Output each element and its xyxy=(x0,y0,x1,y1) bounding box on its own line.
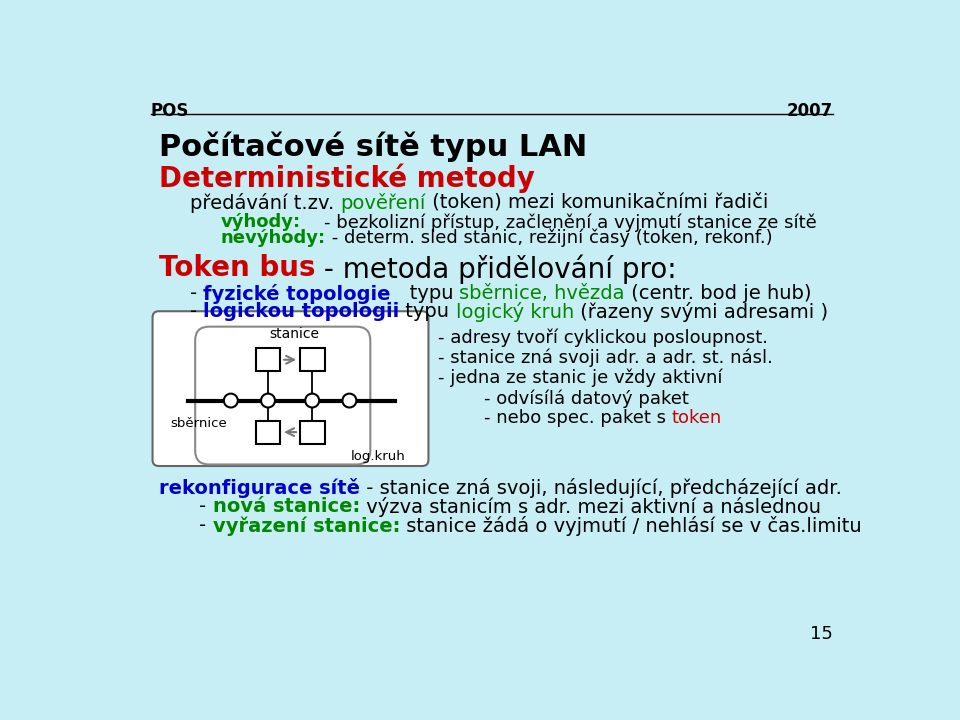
FancyBboxPatch shape xyxy=(300,420,324,444)
Text: log.kruh: log.kruh xyxy=(351,450,406,463)
Text: - stanice zná svoji, následující, předcházející adr.: - stanice zná svoji, následující, předch… xyxy=(360,477,842,498)
Text: -: - xyxy=(190,302,204,321)
Circle shape xyxy=(343,394,356,408)
Text: 3: 3 xyxy=(262,351,274,369)
FancyBboxPatch shape xyxy=(255,348,280,372)
Text: 15: 15 xyxy=(810,626,833,644)
Circle shape xyxy=(261,394,275,408)
Text: 1: 1 xyxy=(306,423,318,441)
Text: POS: POS xyxy=(151,102,189,120)
Circle shape xyxy=(305,394,319,408)
Text: 4: 4 xyxy=(306,351,318,369)
Text: typu: typu xyxy=(391,284,460,303)
Text: pověření: pověření xyxy=(340,193,425,212)
Text: - odvísílá datový paket: - odvísílá datový paket xyxy=(438,389,688,408)
Text: výzva stanicím s adr. mezi aktivní a následnou: výzva stanicím s adr. mezi aktivní a nás… xyxy=(360,497,821,517)
Text: (centr. bod je hub): (centr. bod je hub) xyxy=(625,284,811,303)
Text: -: - xyxy=(175,497,212,516)
Text: - adresy tvoří cyklickou posloupnost.: - adresy tvoří cyklickou posloupnost. xyxy=(438,329,768,348)
Text: nová stanice:: nová stanice: xyxy=(212,497,360,516)
Text: výhody:: výhody: xyxy=(221,213,300,231)
Text: Token bus: Token bus xyxy=(158,254,315,282)
Text: -: - xyxy=(190,284,204,303)
Text: sběrnice, hvězda: sběrnice, hvězda xyxy=(460,284,625,303)
Text: fyzické topologie: fyzické topologie xyxy=(204,284,391,305)
Text: Počítačové sítě typu LAN: Počítačové sítě typu LAN xyxy=(158,131,587,161)
Text: - determ. sled stanic, režijní časy (token, rekonf.): - determ. sled stanic, režijní časy (tok… xyxy=(325,229,773,248)
Text: nevýhody:: nevýhody: xyxy=(221,229,325,247)
Text: vyřazení stanice:: vyřazení stanice: xyxy=(212,516,400,536)
Text: - bezkolizní přístup, začlenění a vyjmutí stanice ze sítě: - bezkolizní přístup, začlenění a vyjmut… xyxy=(300,213,817,232)
Text: logickou topologii: logickou topologii xyxy=(204,302,399,321)
Text: Deterministické metody: Deterministické metody xyxy=(158,163,535,193)
Text: - jedna ze stanic je vždy aktivní: - jedna ze stanic je vždy aktivní xyxy=(438,369,722,387)
Text: (řazeny svými adresami ): (řazeny svými adresami ) xyxy=(574,302,828,322)
Text: sběrnice: sběrnice xyxy=(170,418,228,431)
FancyBboxPatch shape xyxy=(300,348,324,372)
Text: logický kruh: logický kruh xyxy=(456,302,574,322)
Text: - metoda přidělování pro:: - metoda přidělování pro: xyxy=(315,254,677,284)
FancyBboxPatch shape xyxy=(255,420,280,444)
Text: 2: 2 xyxy=(262,423,274,441)
Text: token: token xyxy=(671,409,722,427)
Text: - stanice zná svoji adr. a adr. st. násl.: - stanice zná svoji adr. a adr. st. násl… xyxy=(438,349,773,367)
Text: rekonfigurace sítě: rekonfigurace sítě xyxy=(158,477,360,498)
Text: (token) mezi komunikačními řadiči: (token) mezi komunikačními řadiči xyxy=(425,193,768,212)
Text: předávání t.zv.: předávání t.zv. xyxy=(190,193,340,212)
Text: 2007: 2007 xyxy=(787,102,833,120)
Text: stanice žádá o vyjmutí / nehlásí se v čas.limitu: stanice žádá o vyjmutí / nehlásí se v ča… xyxy=(400,516,862,536)
FancyBboxPatch shape xyxy=(153,311,428,466)
Text: - nebo spec. paket s: - nebo spec. paket s xyxy=(438,409,671,427)
Text: -: - xyxy=(175,516,212,535)
Text: stanice: stanice xyxy=(270,327,320,341)
Circle shape xyxy=(224,394,238,408)
Text: typu: typu xyxy=(399,302,456,321)
